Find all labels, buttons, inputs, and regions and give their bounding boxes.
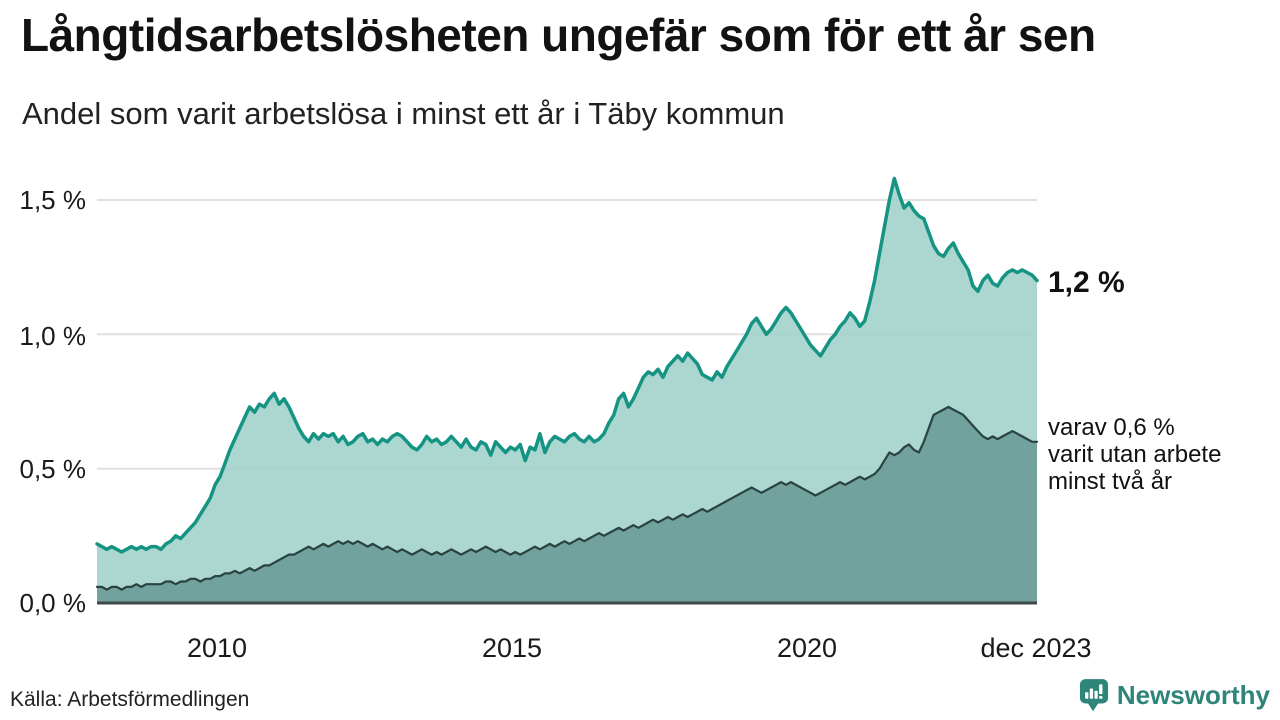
x-tick-label: dec 2023 bbox=[980, 633, 1092, 663]
page-title: Långtidsarbetslösheten ungefär som för e… bbox=[21, 9, 1096, 61]
x-tick-label: 2015 bbox=[481, 633, 543, 663]
newsworthy-wordmark: Newsworthy bbox=[1116, 679, 1270, 710]
y-tick-label: 1,0 % bbox=[19, 321, 87, 351]
chart-subtitle: Andel som varit arbetslösa i minst ett å… bbox=[22, 96, 785, 131]
latest-value-label: 1,2 % bbox=[1048, 266, 1125, 299]
newsworthy-logo[interactable]: Newsworthy bbox=[1079, 678, 1270, 712]
x-tick-label: 2010 bbox=[186, 633, 248, 663]
area-2plus-year bbox=[97, 406, 1037, 603]
y-tick-label: 0,5 % bbox=[19, 454, 87, 484]
secondary-value-label: varav 0,6 % varit utan arbete minst två … bbox=[1048, 414, 1222, 495]
line-2plus-year bbox=[95, 405, 1039, 591]
source-note: Källa: Arbetsförmedlingen bbox=[10, 688, 250, 711]
y-tick-label: 1,5 % bbox=[19, 185, 87, 215]
x-tick-label: 2020 bbox=[776, 633, 838, 663]
y-tick-label: 0,0 % bbox=[19, 588, 87, 618]
newsworthy-bubble-chart-icon bbox=[1079, 678, 1109, 712]
line-1plus-year bbox=[95, 176, 1039, 554]
